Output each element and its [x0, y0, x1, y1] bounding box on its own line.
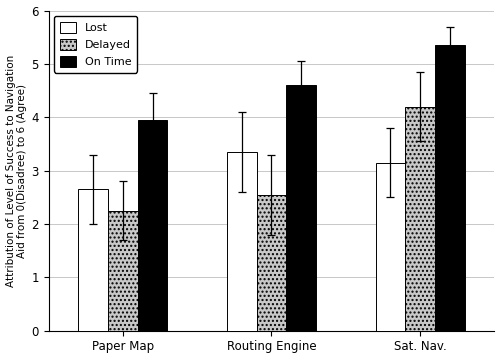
Bar	[435, 45, 464, 331]
Bar	[406, 107, 435, 331]
Bar	[138, 120, 168, 331]
Legend: Lost, Delayed, On Time: Lost, Delayed, On Time	[54, 16, 138, 73]
Bar	[256, 195, 286, 331]
Y-axis label: Attribution of Level of Success to Navigation
Aid from 0(Disadree) to 6 (Agree): Attribution of Level of Success to Navig…	[6, 55, 27, 287]
Bar	[227, 152, 256, 331]
Bar	[286, 85, 316, 331]
Bar	[376, 163, 406, 331]
Bar	[108, 211, 138, 331]
Bar	[78, 189, 108, 331]
